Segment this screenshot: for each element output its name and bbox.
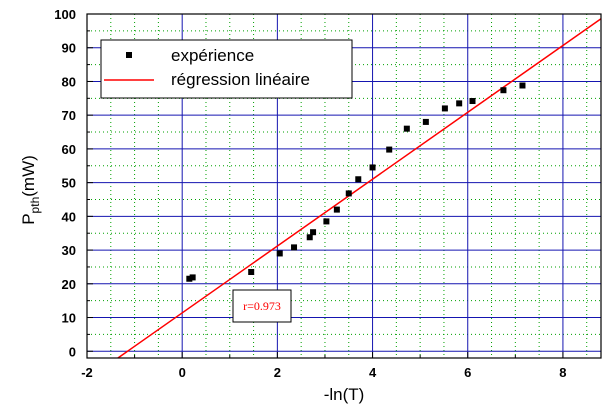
x-tick-label: 8 [559, 365, 566, 380]
y-axis-title-unit: (mW) [19, 155, 38, 197]
annotation-box [232, 289, 292, 323]
plot-frame [86, 13, 602, 359]
x-tick-labels: -2 0 2 4 6 8 [81, 365, 566, 380]
data-point [456, 100, 463, 107]
data-point [386, 146, 393, 153]
data-point [441, 105, 448, 112]
axis-ticks [86, 13, 564, 358]
data-point [469, 98, 476, 105]
y-tick-label: 0 [69, 344, 76, 359]
data-point [310, 229, 317, 236]
data-point [276, 250, 283, 257]
data-point [291, 244, 298, 251]
regression-series [117, 18, 602, 359]
data-point [422, 118, 429, 125]
x-tick-label: 6 [464, 365, 471, 380]
x-tick-label: 0 [179, 365, 186, 380]
correlation-annotation: r=0.973 [232, 289, 292, 323]
regression-line [117, 18, 602, 359]
y-tick-label: 70 [62, 108, 76, 123]
data-point [519, 82, 526, 89]
data-point [369, 164, 376, 171]
data-point [333, 206, 340, 213]
y-tick-label: 10 [62, 311, 76, 326]
legend-label-regression: régression linéaire [171, 70, 310, 89]
data-point [403, 125, 410, 132]
y-tick-labels: 0 10 20 30 40 50 60 70 80 90 100 [54, 7, 76, 359]
x-tick-label: 4 [369, 365, 377, 380]
data-point [189, 274, 196, 281]
y-tick-label: 50 [62, 176, 76, 191]
y-tick-label: 20 [62, 277, 76, 292]
x-tick-label: -2 [81, 365, 93, 380]
data-point [500, 87, 507, 94]
data-point [248, 269, 255, 275]
y-tick-label: 60 [62, 142, 76, 157]
y-axis-title-sub: pth [28, 197, 42, 214]
y-tick-label: 30 [62, 243, 76, 258]
legend: expérience régression linéaire [100, 39, 353, 99]
x-tick-label: 2 [274, 365, 281, 380]
x-axis-title: -ln(T) [324, 385, 365, 404]
legend-box [100, 39, 353, 99]
annotation-text: r=0.973 [243, 299, 281, 313]
legend-marker-experience [126, 52, 132, 58]
major-grid [87, 14, 601, 358]
data-point [186, 275, 193, 282]
y-tick-label: 80 [62, 74, 76, 89]
data-point [345, 190, 352, 197]
y-axis-title: Ppth(mW) [19, 155, 42, 225]
y-tick-label: 40 [62, 209, 76, 224]
data-point [355, 176, 362, 183]
y-tick-label: 100 [54, 7, 76, 22]
experience-series [186, 82, 526, 282]
data-point [306, 234, 313, 241]
svg-text:Ppth(mW): Ppth(mW) [19, 155, 42, 225]
y-axis-title-main: P [19, 213, 38, 224]
data-point [323, 218, 330, 225]
y-tick-label: 90 [62, 41, 76, 56]
legend-label-experience: expérience [171, 46, 254, 65]
